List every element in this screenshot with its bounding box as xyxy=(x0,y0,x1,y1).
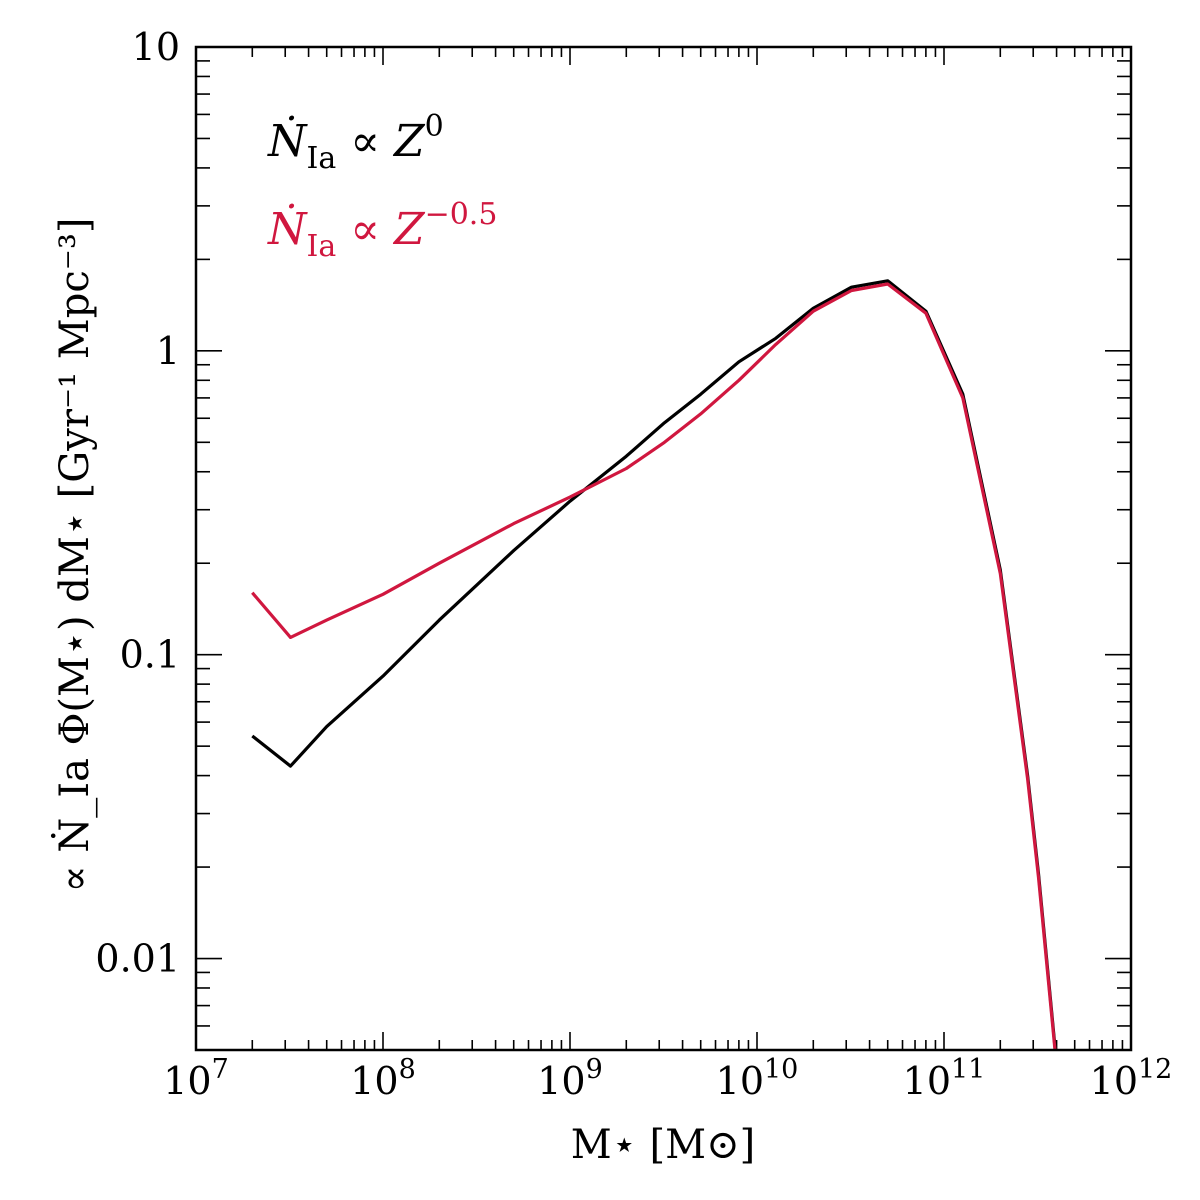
x-tick-label: 1011 xyxy=(903,1054,986,1103)
y-tick-label: 0.01 xyxy=(95,937,180,981)
series-layer xyxy=(251,279,1057,1050)
major-ticks xyxy=(195,46,1132,1050)
x-tick-label: 107 xyxy=(163,1054,229,1103)
y-tick-label: 1 xyxy=(156,329,180,373)
legend-entry-0: ṄIa ∝ Z0 xyxy=(267,109,444,176)
x-tick-label: 1012 xyxy=(1090,1054,1173,1103)
y-tick-label: 10 xyxy=(132,25,180,69)
x-tick-label: 1010 xyxy=(716,1054,799,1103)
minor-ticks xyxy=(196,47,1131,1051)
x-tick-label: 108 xyxy=(350,1054,416,1103)
plot-frame xyxy=(194,45,1133,1052)
series-line-1 xyxy=(251,282,1057,1050)
y-tick-labels: 0.01 0.1 1 10 xyxy=(95,25,180,981)
legend: ṄIa ∝ Z0 ṄIa ∝ Z−0.5 xyxy=(267,109,497,264)
legend-entry-1: ṄIa ∝ Z−0.5 xyxy=(267,197,497,264)
series-line-0 xyxy=(251,279,1057,1050)
x-tick-label: 109 xyxy=(537,1054,603,1103)
y-axis-title: ∝ Ṅ_Ia Φ(M⋆) dM⋆ [Gyr⁻¹ Mpc⁻³] xyxy=(51,217,98,892)
x-tick-labels: 107 108 109 1010 1011 1012 xyxy=(163,1054,1172,1103)
y-tick-label: 0.1 xyxy=(120,633,180,677)
x-axis-title: M⋆ [M⊙] xyxy=(571,1122,755,1168)
